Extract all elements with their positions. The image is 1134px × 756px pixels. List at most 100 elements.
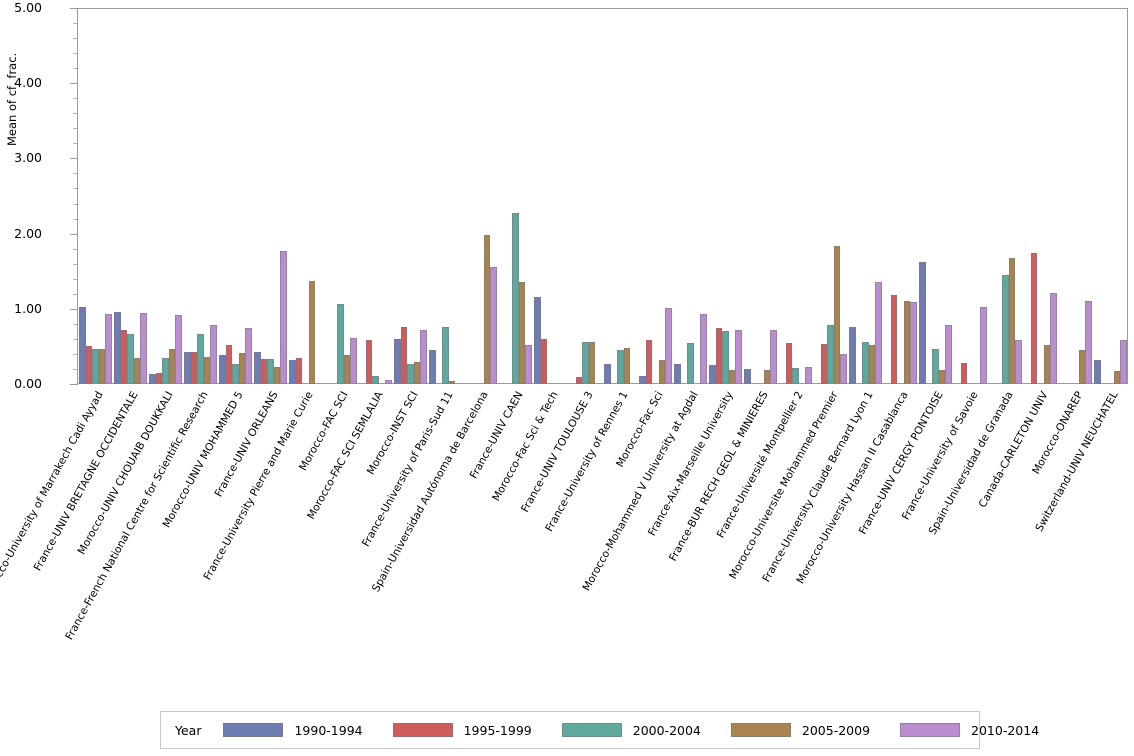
bar[interactable] xyxy=(140,313,147,384)
bar[interactable] xyxy=(617,350,624,384)
bar[interactable] xyxy=(197,334,204,384)
bar[interactable] xyxy=(365,340,373,384)
bar[interactable] xyxy=(744,368,751,384)
bar[interactable] xyxy=(420,329,427,384)
bar[interactable] xyxy=(575,377,583,384)
bar[interactable] xyxy=(868,344,876,384)
bar[interactable] xyxy=(945,324,952,384)
bar[interactable] xyxy=(604,363,611,384)
bar[interactable] xyxy=(295,358,303,384)
bar[interactable] xyxy=(674,363,681,384)
bar[interactable] xyxy=(155,372,163,384)
bar[interactable] xyxy=(162,357,169,384)
bar[interactable] xyxy=(665,308,672,384)
bar[interactable] xyxy=(1015,339,1022,384)
bar[interactable] xyxy=(770,329,777,384)
bar[interactable] xyxy=(184,352,191,384)
bar[interactable] xyxy=(512,213,519,384)
bar[interactable] xyxy=(219,355,226,384)
bar[interactable] xyxy=(658,359,666,384)
bar[interactable] xyxy=(805,367,812,384)
bar[interactable] xyxy=(1008,257,1016,384)
bar[interactable] xyxy=(728,370,736,384)
bar[interactable] xyxy=(308,280,316,384)
bar[interactable] xyxy=(483,235,491,384)
bar[interactable] xyxy=(127,334,134,384)
bar[interactable] xyxy=(407,363,414,384)
bar[interactable] xyxy=(980,307,987,384)
bar[interactable] xyxy=(938,370,946,384)
bar[interactable] xyxy=(133,358,141,384)
bar[interactable] xyxy=(932,348,939,384)
legend-item[interactable]: 2010-2014 xyxy=(900,723,1039,738)
bar[interactable] xyxy=(149,374,156,384)
bar[interactable] xyxy=(709,365,716,384)
bar[interactable] xyxy=(623,347,631,384)
bar[interactable] xyxy=(289,359,296,384)
bar[interactable] xyxy=(337,304,344,384)
bar[interactable] xyxy=(645,340,653,384)
bar[interactable] xyxy=(1050,293,1057,384)
bar[interactable] xyxy=(919,262,926,384)
bar[interactable] xyxy=(875,282,882,384)
bar[interactable] xyxy=(518,282,526,384)
bar[interactable] xyxy=(79,307,86,384)
bar[interactable] xyxy=(372,375,379,384)
bar[interactable] xyxy=(763,370,771,384)
bar[interactable] xyxy=(190,351,198,384)
bar[interactable] xyxy=(1094,359,1101,384)
legend-item[interactable]: 1990-1994 xyxy=(223,723,363,738)
bar[interactable] xyxy=(540,338,548,384)
bar[interactable] xyxy=(385,380,392,384)
bar[interactable] xyxy=(910,302,917,384)
bar[interactable] xyxy=(225,344,233,384)
bar[interactable] xyxy=(92,349,99,384)
bar[interactable] xyxy=(785,342,793,384)
bar[interactable] xyxy=(862,341,869,384)
bar[interactable] xyxy=(1043,344,1051,384)
bar[interactable] xyxy=(833,245,841,384)
bar[interactable] xyxy=(413,362,421,384)
bar[interactable] xyxy=(168,349,176,384)
bar[interactable] xyxy=(639,375,646,384)
bar[interactable] xyxy=(394,338,401,384)
bar[interactable] xyxy=(114,311,121,384)
bar[interactable] xyxy=(400,326,408,384)
bar[interactable] xyxy=(827,324,834,384)
bar[interactable] xyxy=(273,367,281,384)
bar[interactable] xyxy=(254,352,261,384)
bar[interactable] xyxy=(203,356,211,384)
bar[interactable] xyxy=(1030,253,1038,384)
legend-item[interactable]: 1995-1999 xyxy=(392,723,532,738)
bar[interactable] xyxy=(735,329,742,384)
bar[interactable] xyxy=(820,344,828,384)
bar[interactable] xyxy=(687,342,694,384)
bar[interactable] xyxy=(715,327,723,384)
bar[interactable] xyxy=(1085,300,1092,384)
bar[interactable] xyxy=(1120,339,1127,384)
bar[interactable] xyxy=(85,346,93,384)
bar[interactable] xyxy=(280,250,287,384)
bar[interactable] xyxy=(105,314,112,384)
bar[interactable] xyxy=(960,362,968,384)
bar[interactable] xyxy=(1113,371,1121,384)
bar[interactable] xyxy=(700,314,707,384)
bar[interactable] xyxy=(442,326,449,384)
bar[interactable] xyxy=(260,359,268,384)
bar[interactable] xyxy=(588,341,596,384)
bar[interactable] xyxy=(722,331,729,384)
bar[interactable] xyxy=(840,353,847,384)
bar[interactable] xyxy=(350,338,357,384)
bar[interactable] xyxy=(1078,350,1086,384)
bar[interactable] xyxy=(903,301,911,384)
bar[interactable] xyxy=(238,353,246,384)
bar[interactable] xyxy=(245,327,252,384)
bar[interactable] xyxy=(210,325,217,384)
bar[interactable] xyxy=(232,363,239,384)
bar[interactable] xyxy=(175,314,182,384)
bar[interactable] xyxy=(890,295,898,384)
legend-item[interactable]: 2000-2004 xyxy=(561,723,701,738)
bar[interactable] xyxy=(792,368,799,384)
bar[interactable] xyxy=(534,296,541,384)
bar[interactable] xyxy=(582,341,589,384)
